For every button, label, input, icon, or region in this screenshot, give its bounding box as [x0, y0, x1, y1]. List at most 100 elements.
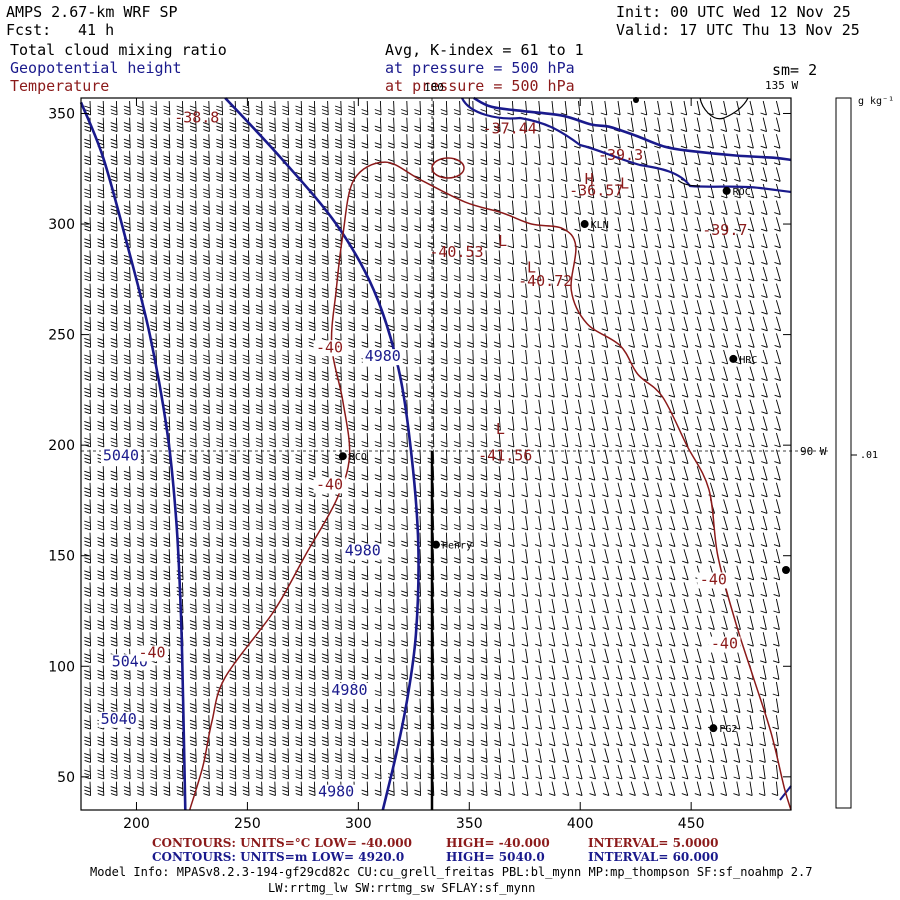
stations: KLN ROC HRC RCO Henry PG2	[338, 97, 790, 735]
height-label-bg	[100, 448, 141, 465]
smoothing: sm= 2	[772, 61, 818, 79]
station-dot	[709, 724, 718, 733]
y-tick-label: 50	[57, 770, 75, 786]
extremum-label: -37.44	[483, 119, 537, 137]
height-label: 4980	[345, 542, 381, 560]
tick-labels: 200 250 300 350 400 450 50 100 150 200 250 300 350	[48, 98, 791, 832]
forecast-label: Fcst:	[6, 21, 52, 39]
x-tick-label: 400	[567, 816, 594, 832]
height-label-bg	[98, 711, 139, 728]
temp-label-bg	[136, 645, 168, 662]
extrema-labels: -38.8-37.44-39.3H-36.57L-39.7L-40.53L-40…	[174, 108, 747, 464]
temp-label: -40	[700, 570, 727, 588]
height-contour-high: HIGH= 5040.0	[446, 850, 545, 864]
pressure-temp: at pressure = 500 hPa	[385, 77, 575, 95]
station-label: PG2	[719, 724, 737, 735]
height-contour-4980-2	[473, 96, 792, 162]
coastline-north	[461, 97, 792, 194]
y-tick-label: 200	[48, 438, 75, 454]
temp-label-bg	[313, 340, 346, 357]
height-label: 5040	[101, 710, 137, 728]
axes	[80, 97, 792, 811]
station-dot-edge	[782, 566, 790, 574]
temp-contour-info: CONTOURS: UNITS=°C LOW= -40.000	[152, 836, 412, 850]
guide-lines	[81, 98, 831, 810]
extremum-label: L	[498, 232, 507, 250]
x-tick-label: 200	[123, 816, 150, 832]
pressure-height: at pressure = 500 hPa	[385, 59, 575, 77]
station-label: HRC	[739, 355, 757, 366]
height-contour-interval: INTERVAL= 60.000	[588, 850, 719, 864]
extremum-label: L	[620, 175, 629, 193]
field-temperature: Temperature	[10, 77, 110, 95]
height-label-bg	[316, 784, 357, 801]
temp-label-bg	[313, 477, 346, 494]
temp-label-bg	[697, 572, 730, 589]
temp-label: -40	[138, 643, 165, 661]
coastline-inlet	[677, 179, 701, 187]
model-physics: LW:rrtmg_lw SW:rrtmg_sw SFLAY:sf_mynn	[268, 881, 536, 895]
extremum-label: H	[585, 170, 594, 188]
plot-frame	[80, 97, 792, 811]
height-label: 4980	[331, 681, 367, 699]
avg-k-index: Avg, K-index = 61 to 1	[385, 41, 584, 59]
model-info: Model Info: MPASv8.2.3-194-gf29cd82c CU:…	[90, 865, 813, 879]
x-tick-label: 450	[678, 816, 705, 832]
height-label-bg	[362, 349, 403, 366]
height-label-bg	[342, 543, 383, 560]
extremum-label: -41.56	[478, 447, 532, 465]
station-label: KLN	[591, 220, 609, 231]
temp-label-bg	[708, 636, 741, 653]
wind-barbs	[84, 100, 782, 797]
x-tick-label: 250	[234, 816, 261, 832]
forecast-hour: 41 h	[78, 21, 115, 39]
field-cloud-mixing: Total cloud mixing ratio	[10, 41, 227, 59]
lon-180: 180	[424, 81, 444, 94]
station-dot	[338, 452, 347, 461]
height-label: 4980	[318, 783, 354, 801]
wind-barb-field	[84, 100, 782, 797]
x-tick-label: 300	[345, 816, 372, 832]
height-label: 5040	[103, 447, 139, 465]
colorbar-unit: g kg⁻¹	[858, 96, 895, 107]
extremum-label: L	[496, 420, 505, 438]
y-tick-label: 250	[48, 328, 75, 344]
temp-label: -40	[316, 475, 343, 493]
station-dot	[722, 186, 731, 195]
height-label-bg	[329, 683, 370, 700]
extremum-label: -39.3	[598, 146, 643, 164]
height-label: 4980	[365, 347, 401, 365]
valid-time: Valid: 17 UTC Thu 13 Nov 25	[616, 21, 860, 39]
model-title: AMPS 2.67-km WRF SP	[6, 3, 178, 21]
y-tick-label: 300	[48, 217, 75, 233]
height-contour-4980-1	[224, 97, 420, 811]
station-label: ROC	[733, 187, 751, 198]
height-contour-5040-0	[79, 101, 187, 811]
y-tick-label: 100	[48, 659, 75, 675]
station-dot	[432, 540, 440, 549]
x-tick-label: 350	[456, 816, 483, 832]
station-dot	[729, 354, 738, 363]
temp-contour-interval: INTERVAL= 5.0000	[588, 836, 719, 850]
init-time: Init: 00 UTC Wed 12 Nov 25	[616, 3, 851, 21]
field-geopotential: Geopotential height	[10, 59, 182, 77]
extremum-label: -38.8	[174, 108, 219, 126]
station-label: Henry	[442, 541, 472, 552]
temp-closed-contour	[431, 157, 465, 179]
y-tick-label: 350	[48, 106, 75, 122]
coastline-island	[699, 97, 749, 120]
extremum-label: -40.72	[518, 272, 572, 290]
lon-90w: 90 W	[800, 445, 827, 458]
colorbar-box	[835, 97, 852, 809]
temp-contour-0	[188, 161, 792, 811]
extremum-label: L	[527, 259, 536, 277]
temperature-contours: -40 -40 -40 -40 -40	[136, 157, 792, 811]
temp-label: -40	[316, 338, 343, 356]
station-label: RCO	[349, 452, 367, 463]
extremum-label: -40.53	[429, 243, 483, 261]
colorbar	[835, 97, 857, 809]
temp-label: -40	[711, 635, 738, 653]
temp-contour-high: HIGH= -40.000	[446, 836, 550, 850]
colorbar-tick: .01	[860, 450, 879, 461]
